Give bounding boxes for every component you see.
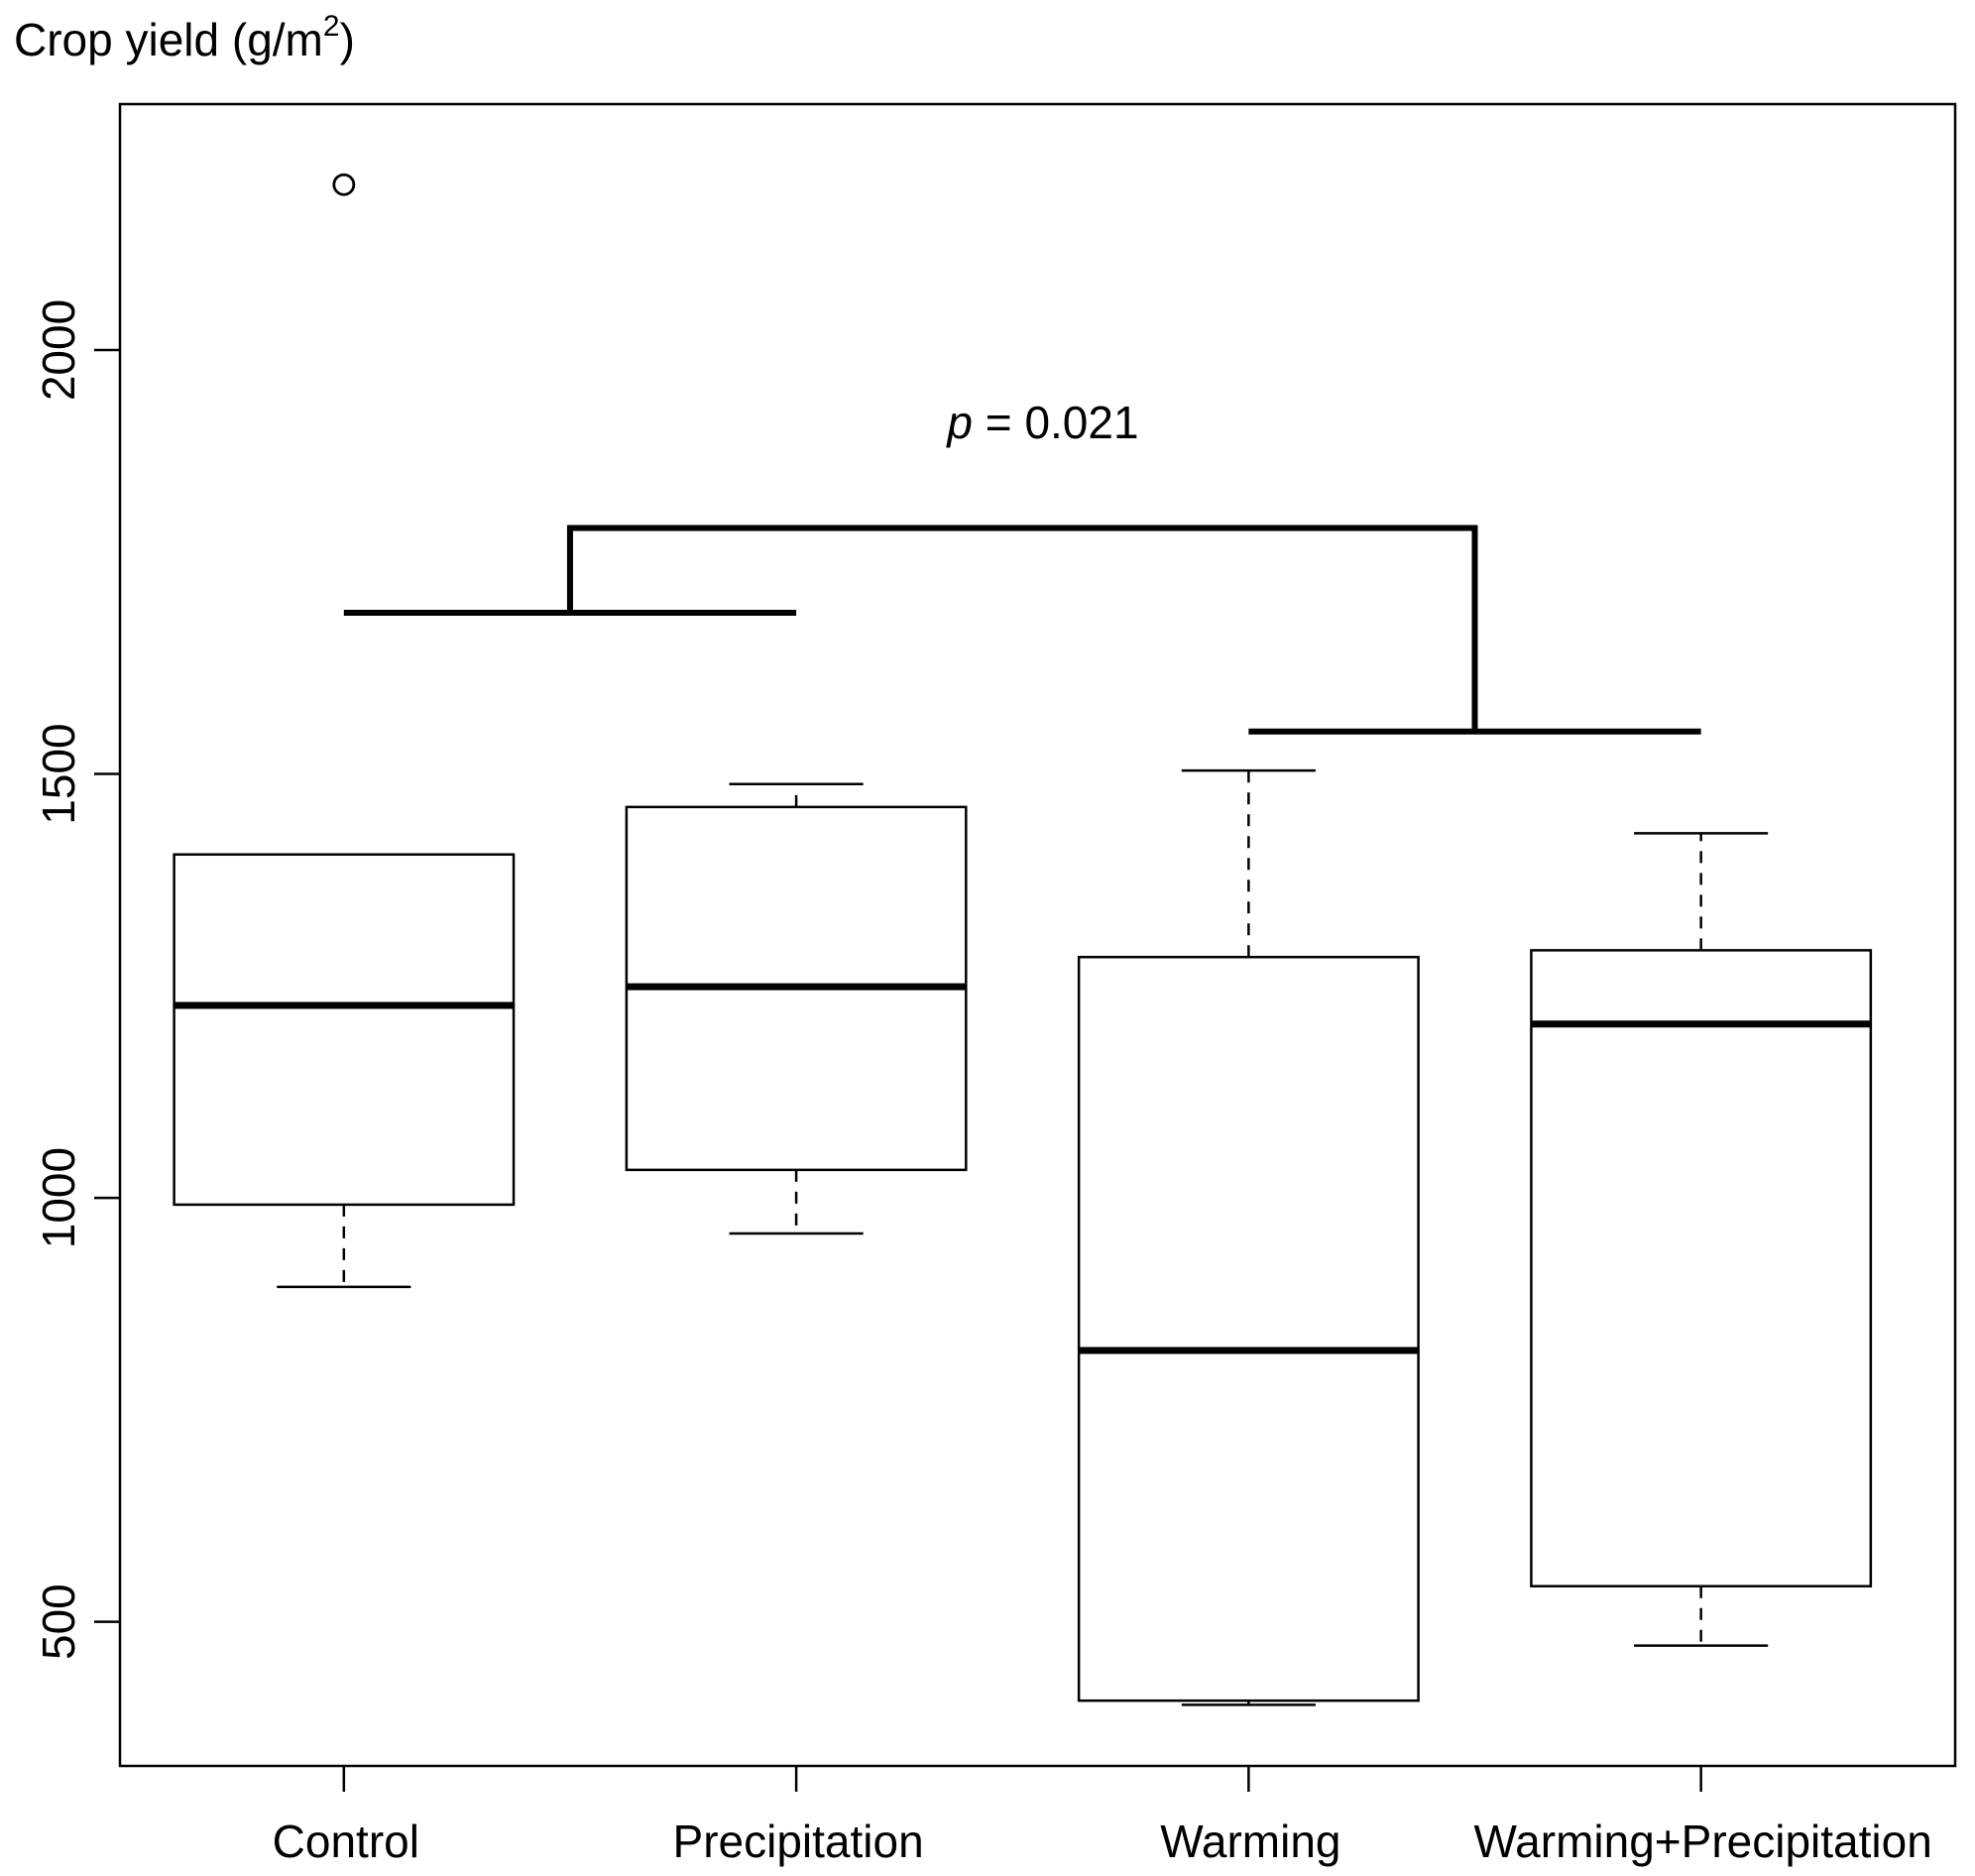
y-axis-title: Crop yield (g/m2) (14, 10, 355, 66)
box-warming-precipitation (1530, 832, 1873, 1647)
x-tick-label-2: Warming (1160, 1816, 1340, 1867)
iqr-box (1077, 955, 1420, 1702)
box-control (173, 173, 516, 1289)
p-symbol: p (945, 397, 973, 448)
p-value-text: = 0.021 (973, 397, 1139, 448)
box-warming (1077, 768, 1420, 1706)
tick-layer: 500 1000 1500 2000 Control Precipitation Warmi… (33, 299, 1932, 1867)
box-precipitation (625, 782, 968, 1235)
p-value-label: p = 0.021 (945, 397, 1138, 448)
y-tick-label-2000: 2000 (33, 299, 84, 401)
y-tick-label-1000: 1000 (33, 1147, 84, 1248)
boxes-layer (173, 173, 1873, 1706)
y-axis-title-text: Crop yield (g/m (14, 14, 323, 65)
x-tick-label-3: Warming+Precipitation (1473, 1816, 1931, 1867)
significance-annotation: p = 0.021 (343, 397, 1701, 735)
y-tick-label-500: 500 (33, 1583, 84, 1660)
y-axis-title-superscript: 2 (322, 10, 340, 43)
iqr-box (1530, 949, 1873, 1587)
y-tick-label-1500: 1500 (33, 723, 84, 824)
x-tick-label-1: Precipitation (673, 1816, 924, 1867)
plot-frame (118, 102, 1957, 1768)
x-tick-label-0: Control (273, 1816, 419, 1867)
bracket-connector (566, 525, 1478, 732)
iqr-box (173, 853, 516, 1207)
y-axis-title-close: ) (339, 14, 355, 65)
outlier-point-0 (332, 173, 356, 196)
